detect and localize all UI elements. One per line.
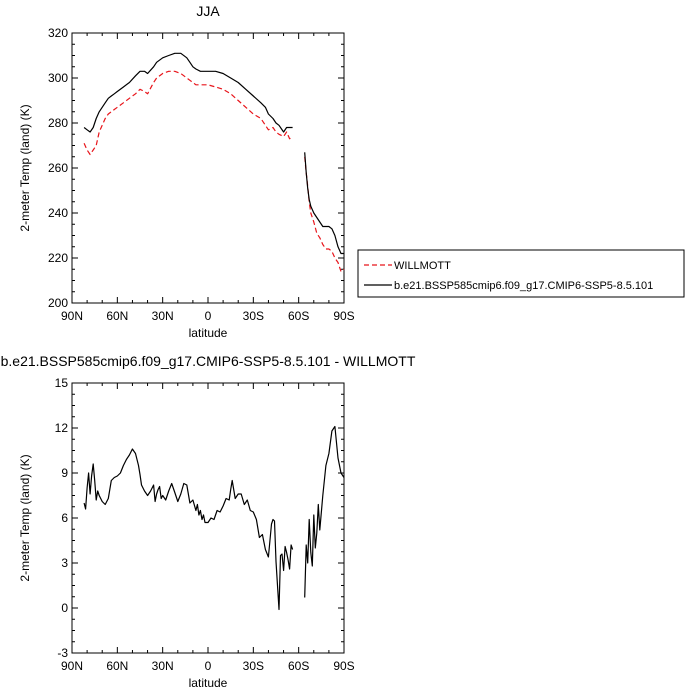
- x-tick-label: 60S: [288, 659, 309, 673]
- x-tick-label: 90S: [333, 659, 354, 673]
- legend: WILLMOTT b.e21.BSSP585cmip6.f09_g17.CMIP6…: [357, 249, 685, 298]
- y-tick-label: 240: [48, 206, 68, 220]
- plot-frame: [71, 32, 345, 304]
- panel-1: JJA 90N 60N 30N 0 30S 60S 90S 200 220 240 260 280 300…: [18, 3, 685, 340]
- legend-label-2: b.e21.BSSP585cmip6.f09_g17.CMIP6-SSP5-8.…: [394, 280, 653, 292]
- y-tick-label: 300: [48, 71, 68, 85]
- x-tick-label: 90N: [61, 659, 83, 673]
- x-tick-label: 30N: [152, 309, 174, 323]
- y-tick-label: 0: [61, 601, 68, 615]
- y-tick-label: 3: [61, 556, 68, 570]
- x-tick-label: 60S: [288, 309, 309, 323]
- y-tick-label: 320: [48, 26, 68, 40]
- legend-box: [357, 249, 685, 298]
- series-2-line-segment-2: [304, 152, 344, 255]
- plot-frame: [71, 382, 345, 654]
- x-tick-label: 90N: [61, 309, 83, 323]
- series-2-line-segment-1: [83, 52, 293, 133]
- y-axis-label: 2-meter Temp (land) (K): [18, 104, 32, 231]
- chart-title: JJA: [196, 3, 220, 19]
- x-tick-label: 30S: [243, 659, 264, 673]
- chart-title: b.e21.BSSP585cmip6.f09_g17.CMIP6-SSP5-8.…: [1, 353, 416, 369]
- y-tick-label: 9: [61, 466, 68, 480]
- x-tick-label: 30S: [243, 309, 264, 323]
- x-tick-label: 0: [205, 659, 212, 673]
- series-1-line-segment-2: [304, 156, 345, 273]
- y-axis-label: 2-meter Temp (land) (K): [18, 454, 32, 581]
- y-tick-label: 220: [48, 251, 68, 265]
- legend-label-1: WILLMOTT: [394, 260, 451, 272]
- x-tick-label: 60N: [106, 309, 128, 323]
- x-tick-label: 0: [205, 309, 212, 323]
- y-tick-label: 280: [48, 116, 68, 130]
- y-tick-label: 260: [48, 161, 68, 175]
- series-1-line-segment-2: [304, 425, 345, 598]
- x-tick-label: 30N: [152, 659, 174, 673]
- x-tick-label: 90S: [333, 309, 354, 323]
- series-1-line-segment-1: [83, 448, 294, 611]
- y-tick-label: 12: [55, 421, 69, 435]
- y-tick-label: -3: [57, 646, 68, 660]
- x-axis-label: latitude: [189, 326, 228, 340]
- x-tick-label: 60N: [106, 659, 128, 673]
- series-1-line-segment-1: [83, 70, 293, 156]
- x-axis-label: latitude: [189, 676, 228, 690]
- panel-2: b.e21.BSSP585cmip6.f09_g17.CMIP6-SSP5-8.…: [1, 353, 416, 690]
- y-tick-label: 6: [61, 511, 68, 525]
- y-tick-label: 200: [48, 296, 68, 310]
- y-tick-label: 15: [55, 376, 69, 390]
